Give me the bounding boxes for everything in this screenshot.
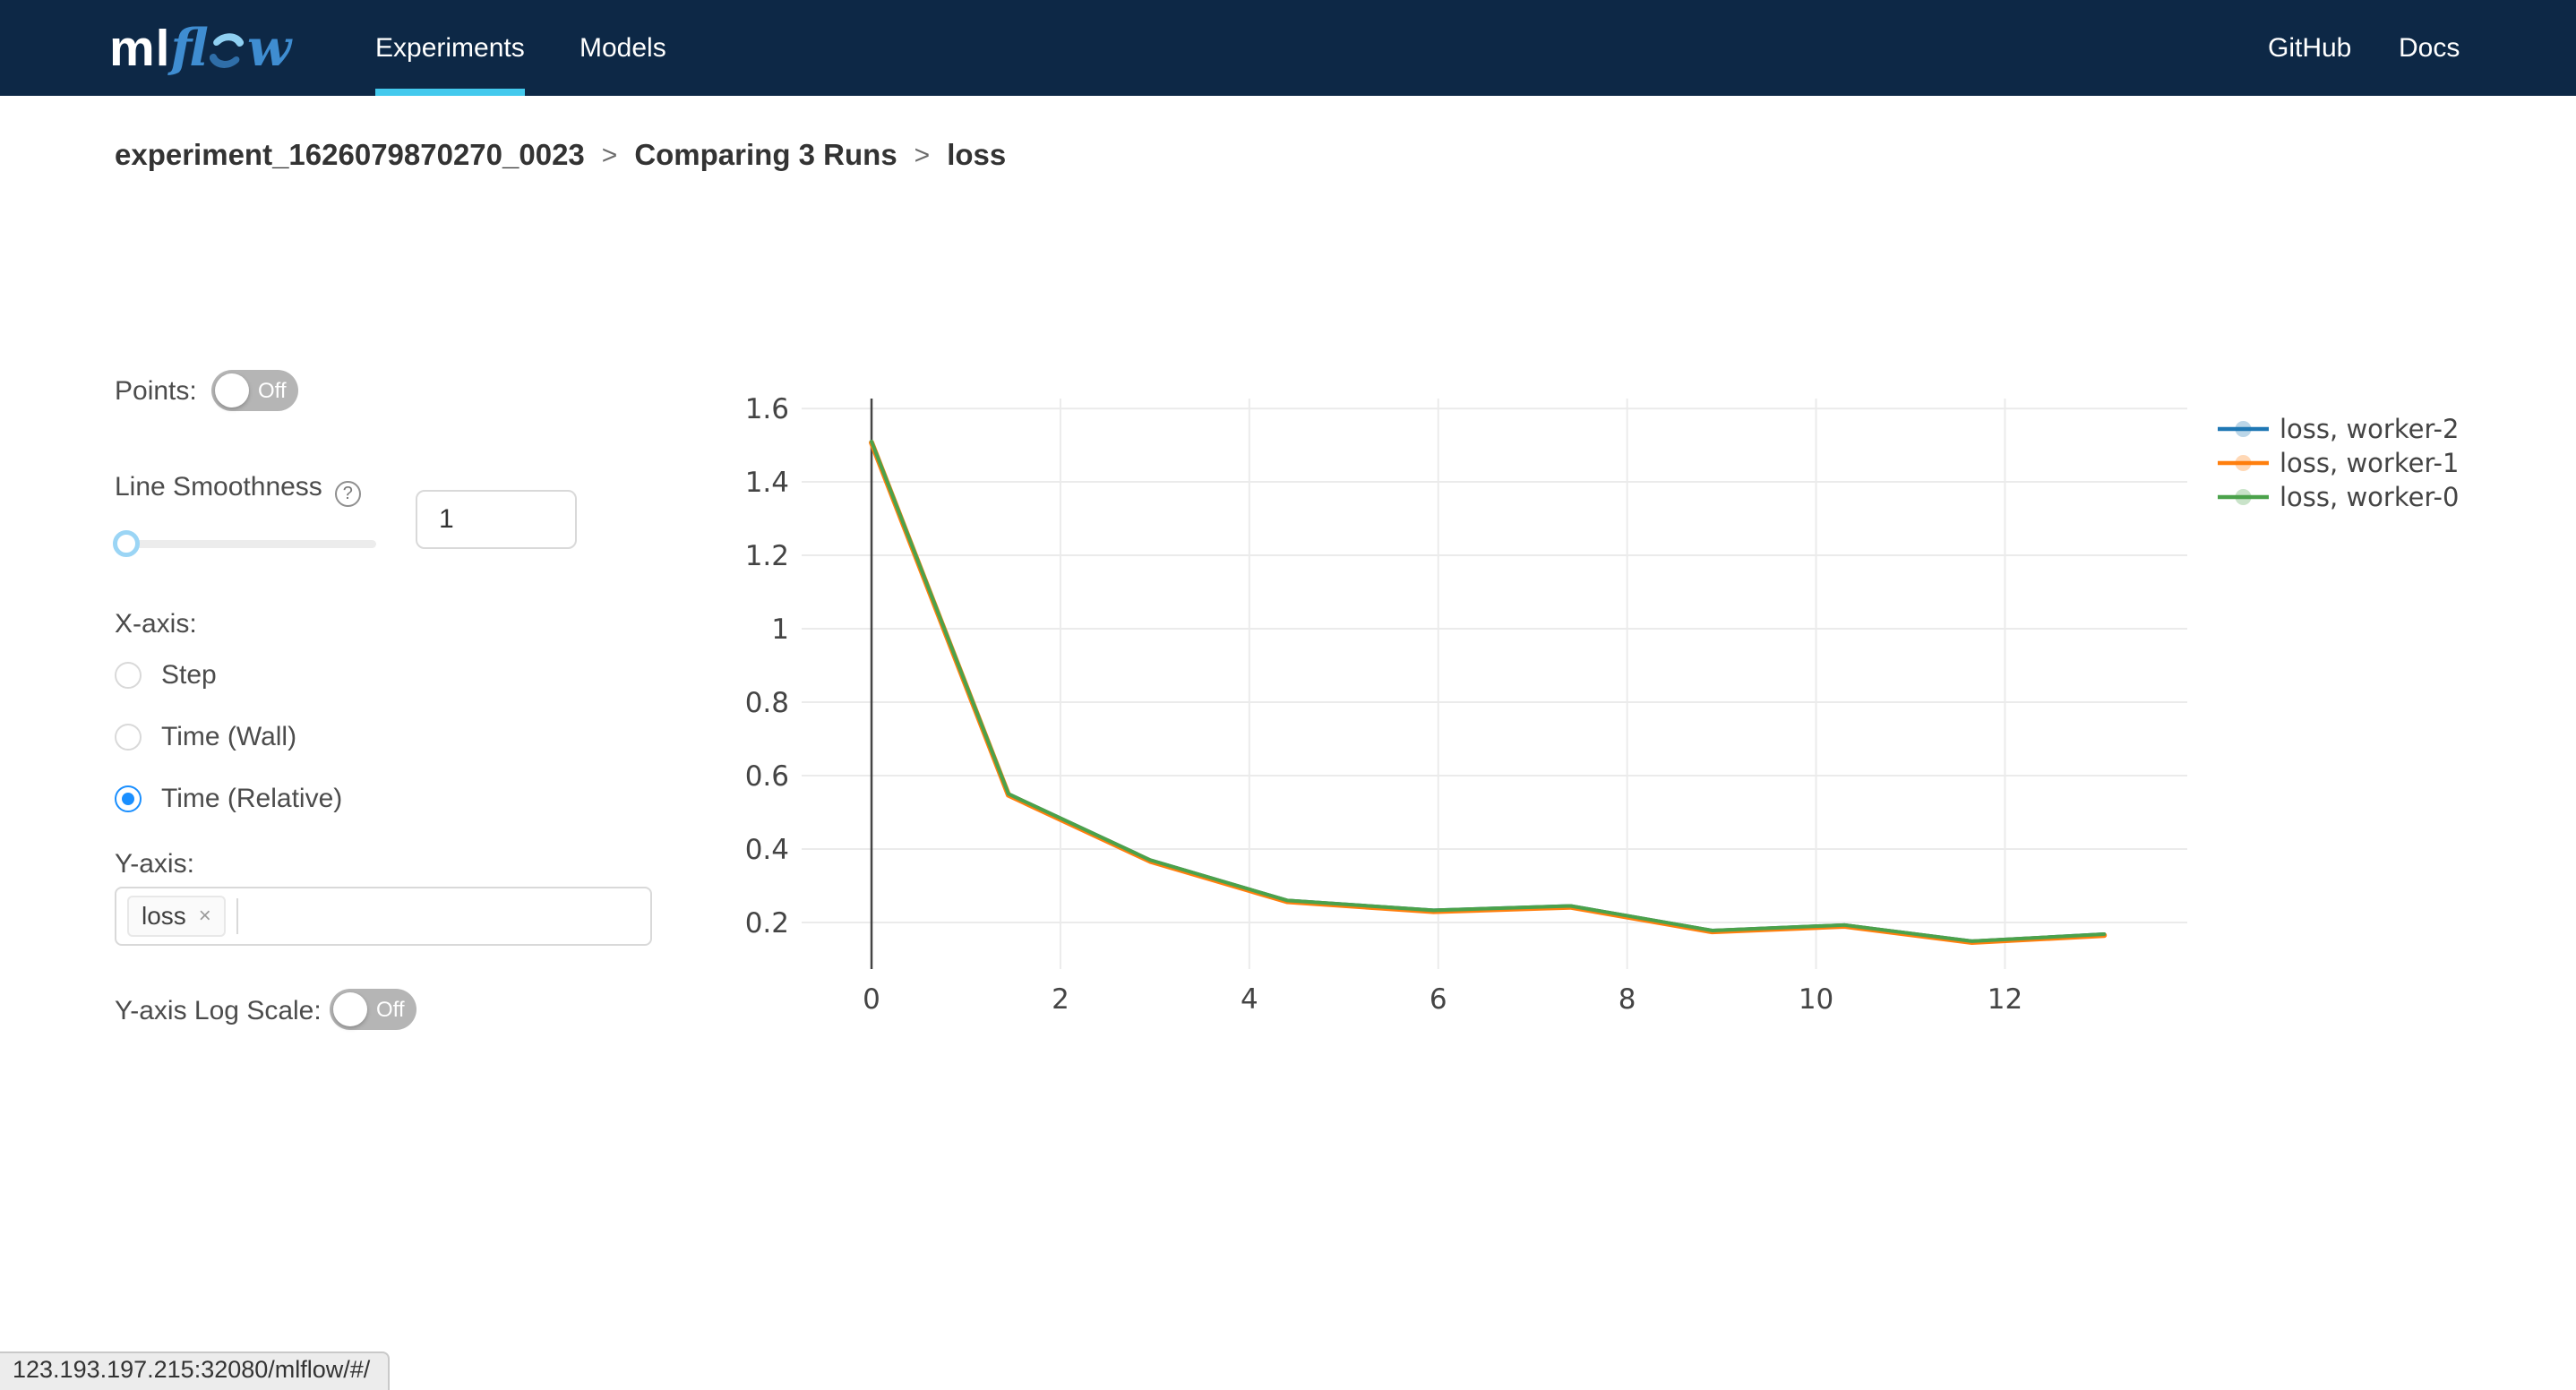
y-tick-label: 0.2 [745, 907, 789, 940]
breadcrumb-comparing-runs[interactable]: Comparing 3 Runs [634, 138, 897, 171]
series-line-worker-1 [869, 440, 2108, 946]
radio-circle[interactable] [115, 785, 142, 812]
radio-time-wall[interactable]: Time (Wall) [115, 722, 296, 752]
logo-text-ml: ml [109, 19, 171, 77]
radio-time-wall-label: Time (Wall) [161, 722, 297, 751]
remove-tag-icon[interactable]: × [198, 904, 211, 928]
radio-circle[interactable] [115, 662, 142, 689]
radio-circle[interactable] [115, 724, 142, 751]
breadcrumb-current-metric: loss [947, 138, 1007, 171]
y-axis-label: Y-axis: [115, 849, 194, 879]
radio-time-relative-label: Time (Relative) [161, 784, 343, 813]
legend-item[interactable]: loss, worker-2 [2218, 414, 2459, 444]
smoothness-slider-handle[interactable] [113, 530, 140, 557]
browser-link-preview: 123.193.197.215:32080/mlflow/#/ [0, 1351, 391, 1390]
metric-tag-label: loss [142, 902, 186, 930]
legend-marker-dot [2235, 455, 2252, 471]
help-icon[interactable]: ? [334, 481, 361, 507]
radio-step[interactable]: Step [115, 660, 217, 691]
metric-tag-loss[interactable]: loss × [127, 896, 226, 937]
top-navbar: ml fl w Experiments Models GitHub Docs [0, 0, 2576, 96]
points-toggle[interactable]: Off [211, 370, 298, 411]
x-axis-label: X-axis: [115, 609, 197, 639]
series-line-worker-2 [870, 439, 2107, 943]
mlflow-logo[interactable]: ml fl w [109, 0, 291, 96]
radio-time-relative[interactable]: Time (Relative) [115, 784, 342, 814]
y-tick-label: 1.6 [745, 393, 789, 425]
text-cursor [236, 898, 238, 934]
legend-item[interactable]: loss, worker-0 [2218, 482, 2459, 512]
smoothness-slider-rail[interactable] [115, 540, 376, 548]
x-tick-label: 8 [1619, 983, 1636, 1016]
x-tick-label: 12 [1988, 983, 2022, 1016]
breadcrumb-separator-icon: > [601, 141, 618, 170]
legend-label[interactable]: loss, worker-1 [2280, 448, 2459, 478]
y-tick-label: 0.8 [745, 687, 789, 719]
legend-item[interactable]: loss, worker-1 [2218, 448, 2459, 478]
logo-text-flow: fl w [170, 18, 292, 78]
docs-link[interactable]: Docs [2399, 33, 2460, 63]
x-tick-label: 4 [1241, 983, 1258, 1016]
breadcrumb-experiment[interactable]: experiment_1626079870270_0023 [115, 138, 585, 171]
breadcrumb: experiment_1626079870270_0023 > Comparin… [115, 138, 1006, 172]
y-tick-label: 0.6 [745, 760, 789, 793]
log-scale-toggle[interactable]: Off [330, 989, 416, 1030]
tab-models[interactable]: Models [580, 33, 666, 63]
toggle-state-label: Off [258, 379, 287, 403]
x-tick-label: 0 [863, 983, 880, 1016]
y-tick-label: 1.4 [745, 467, 789, 499]
y-axis-log-scale-label: Y-axis Log Scale: [115, 996, 322, 1025]
loss-line-chart[interactable]: 0.2 0.4 0.6 0.8 1 1.2 1.4 1.6 0 2 4 6 8 10 12 loss, wor… [699, 376, 2526, 1039]
toggle-state-label: Off [376, 998, 405, 1022]
x-tick-label: 2 [1052, 983, 1069, 1016]
x-tick-label: 10 [1799, 983, 1833, 1016]
y-tick-label: 1.2 [745, 540, 789, 572]
github-link[interactable]: GitHub [2268, 33, 2352, 63]
legend-marker-dot [2235, 489, 2252, 505]
y-axis-metric-select[interactable]: loss × [115, 887, 652, 946]
radio-step-label: Step [161, 660, 217, 690]
x-tick-label: 6 [1430, 983, 1447, 1016]
logo-circular-arrows-icon [209, 32, 245, 68]
tab-experiments[interactable]: Experiments [375, 0, 525, 96]
toggle-knob [215, 373, 249, 408]
breadcrumb-separator-icon: > [914, 141, 931, 170]
series-line-worker-0 [870, 439, 2107, 943]
metric-comparison-chart[interactable]: 0.2 0.4 0.6 0.8 1 1.2 1.4 1.6 0 2 4 6 8 10 12 loss, wor… [699, 376, 2526, 1039]
legend-label[interactable]: loss, worker-0 [2280, 482, 2459, 512]
y-tick-label: 0.4 [745, 834, 789, 866]
smoothness-value-input[interactable] [416, 490, 577, 549]
legend-label[interactable]: loss, worker-2 [2280, 414, 2459, 444]
legend-marker-dot [2235, 421, 2252, 437]
toggle-knob [333, 992, 367, 1026]
points-label: Points: [115, 376, 197, 406]
line-smoothness-label: Line Smoothness? [115, 472, 361, 507]
y-tick-label: 1 [771, 613, 789, 646]
